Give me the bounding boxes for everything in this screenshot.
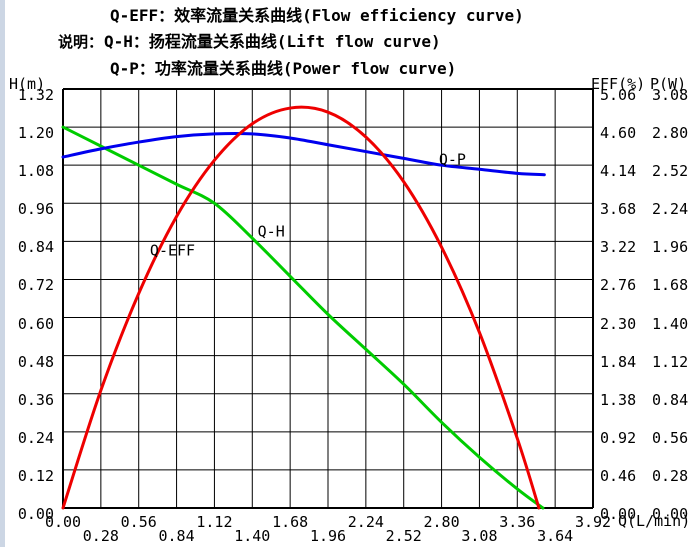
x-tick-label: 1.40 xyxy=(234,527,271,545)
y-left-tick-label: 0.60 xyxy=(17,314,54,333)
y-right-p-tick-label: 2.24 xyxy=(652,200,689,219)
y-right-eff-tick-label: 2.30 xyxy=(600,314,637,333)
y-left-tick-label: 0.84 xyxy=(17,238,54,257)
y-right-eff-tick-label: 3.68 xyxy=(600,200,637,219)
y-right-eff-tick-label: 2.76 xyxy=(600,276,637,295)
legend-intro-label: 说明： xyxy=(58,33,104,51)
x-tick-label: 0.56 xyxy=(120,513,157,531)
legend-line-q-p: Q-P：功率流量关系曲线(Power flow curve) xyxy=(110,59,457,78)
y-right-p-tick-label: 1.40 xyxy=(652,314,689,333)
y-right-p-tick-label: 0.28 xyxy=(652,466,689,485)
x-axis-title: Q(L/min) xyxy=(618,512,689,530)
legend-line-q-h: Q-H：扬程流量关系曲线(Lift flow curve) xyxy=(104,32,441,51)
y-right-p-tick-label: 1.96 xyxy=(652,238,689,257)
y-right-eff-tick-label: 0.00 xyxy=(600,505,637,523)
y-right-p-tick-label: 0.84 xyxy=(652,390,689,409)
x-tick-label: 0.00 xyxy=(44,513,82,531)
legend-line-q-eff: Q-EFF：效率流量关系曲线(Flow efficiency curve) xyxy=(110,6,524,25)
x-tick-label: 1.96 xyxy=(309,527,347,545)
y-right-p-tick-label: 2.52 xyxy=(652,162,689,181)
y-left-tick-label: 0.12 xyxy=(17,466,54,485)
y-left-tick-label: 1.20 xyxy=(17,124,54,143)
curve-q-h xyxy=(61,125,545,510)
y-left-tick-label: 1.08 xyxy=(17,162,54,181)
y-right-eff-tick-label: 4.14 xyxy=(600,162,637,181)
y-left-tick-label: 0.72 xyxy=(17,276,54,295)
y-left-tick-label: 0.96 xyxy=(17,200,54,219)
y-right-p-tick-label: 0.00 xyxy=(652,505,689,523)
curve-q-eff xyxy=(61,105,541,510)
y-right-eff-tick-label: 1.38 xyxy=(600,390,637,409)
y-right-eff-tick-label: 0.46 xyxy=(600,466,637,485)
y-left-tick-label: 0.48 xyxy=(17,352,54,371)
y-right-eff-tick-label: 5.06 xyxy=(600,86,637,104)
x-tick-label: 3.08 xyxy=(461,527,498,545)
y-left-tick-label: 0.00 xyxy=(17,505,54,523)
curve-label-q-h: Q-H xyxy=(257,222,285,241)
x-tick-label: 3.64 xyxy=(537,527,574,545)
window-left-edge xyxy=(0,0,5,547)
y-right-p-tick-label: 2.80 xyxy=(652,124,689,143)
y-right-p-tick-label: 1.68 xyxy=(652,276,689,295)
x-tick-label: 0.28 xyxy=(82,527,119,545)
x-tick-label: 1.68 xyxy=(272,513,309,531)
curve-q-p xyxy=(61,131,546,177)
y-right-p-tick-label: 3.08 xyxy=(652,86,689,104)
curve-label-q-eff: Q-EFF xyxy=(149,241,196,260)
y-right-p-tick-label: 0.56 xyxy=(652,428,689,447)
x-tick-label: 3.36 xyxy=(499,513,536,531)
y-left-tick-label: 1.32 xyxy=(17,86,54,104)
y-right-p-tick-label: 1.12 xyxy=(652,352,689,371)
y-right-eff-tick-label: 1.84 xyxy=(600,352,637,371)
x-tick-label: 2.80 xyxy=(423,513,460,531)
left-axis-title: H(m) xyxy=(9,75,46,93)
x-tick-label: 2.52 xyxy=(385,527,422,545)
x-tick-label: 3.92 xyxy=(574,513,612,531)
x-tick-label: 1.12 xyxy=(196,513,233,531)
curve-label-q-p: Q-P xyxy=(438,150,466,169)
y-left-tick-label: 0.24 xyxy=(17,428,54,447)
x-tick-label: 2.24 xyxy=(347,513,384,531)
y-right-eff-tick-label: 4.60 xyxy=(600,124,637,143)
y-right-eff-tick-label: 0.92 xyxy=(600,428,637,447)
right-axis-eff-title: EFF(%) xyxy=(591,75,646,93)
x-tick-label: 0.84 xyxy=(158,527,195,545)
right-axis-p-title: P(W) xyxy=(650,75,687,93)
y-right-eff-tick-label: 3.22 xyxy=(600,238,637,257)
y-left-tick-label: 0.36 xyxy=(17,390,54,409)
